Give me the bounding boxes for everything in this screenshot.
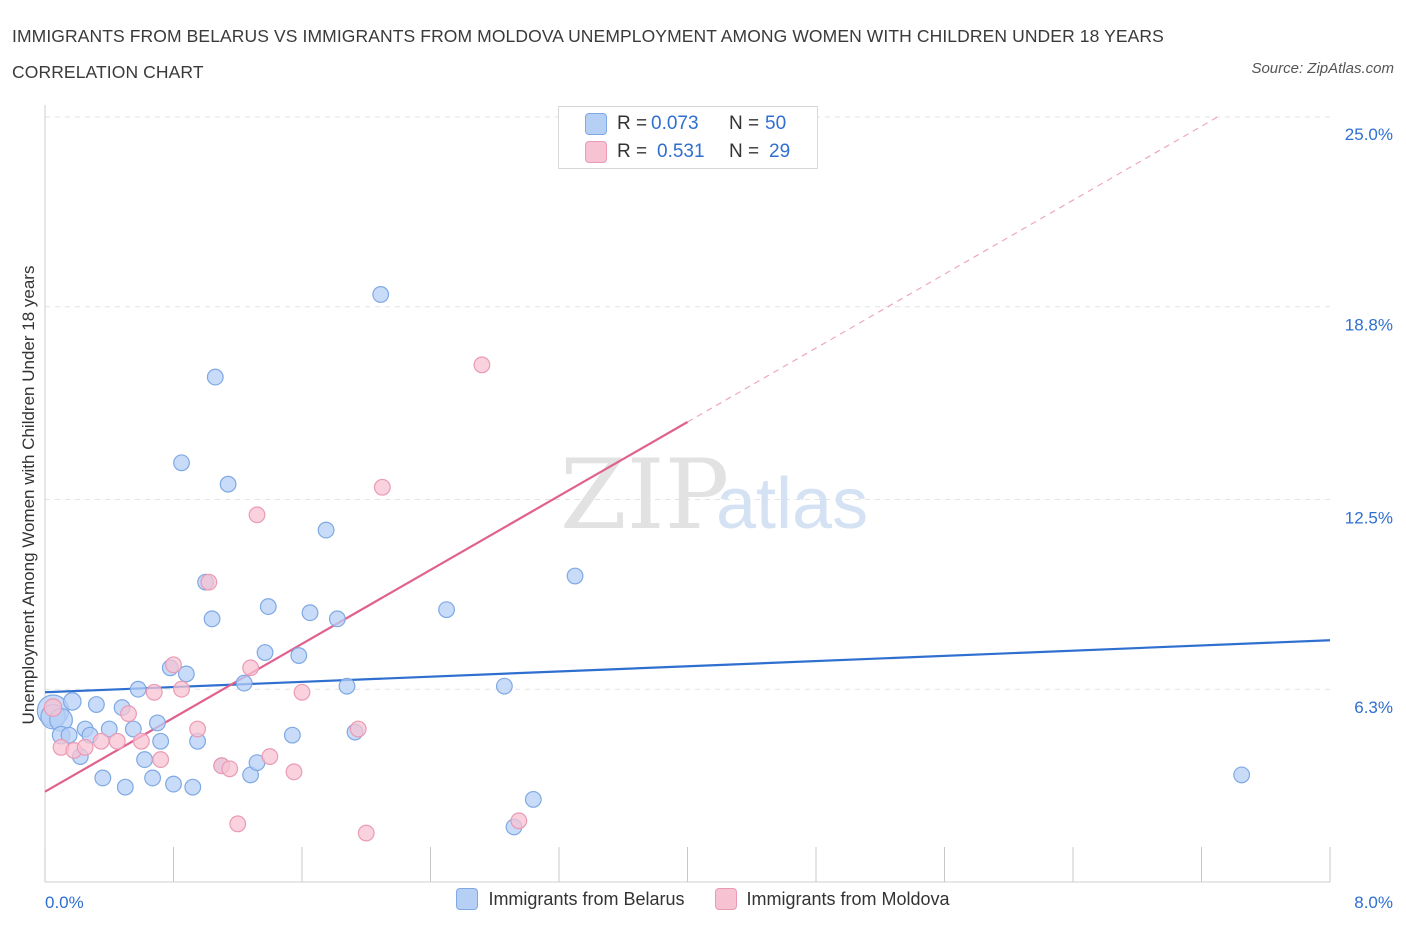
moldova-point	[76, 738, 94, 756]
x-tick-label: 0.0%	[45, 893, 84, 912]
axes	[44, 105, 1331, 883]
belarus-point	[259, 598, 277, 616]
moldova-point	[261, 748, 279, 765]
belarus-point	[149, 714, 166, 732]
belarus-point	[235, 674, 253, 692]
belarus-point	[438, 601, 455, 619]
belarus-point	[136, 751, 154, 769]
moldova-point	[357, 824, 375, 842]
data-points	[36, 123, 1251, 842]
belarus-point	[87, 696, 105, 713]
moldova-point	[349, 720, 367, 738]
belarus-point	[63, 692, 82, 711]
watermark-atlas: atlas	[716, 464, 868, 544]
belarus-r-label: R =	[617, 113, 648, 134]
moldova-swatch	[585, 141, 607, 163]
moldova-point	[132, 732, 150, 750]
y-tick-label: 6.3%	[1354, 698, 1393, 717]
trendlines	[44, 116, 1331, 793]
belarus-swatch	[585, 113, 607, 135]
belarus-point	[301, 604, 319, 622]
moldova-point	[152, 751, 170, 769]
moldova-point	[165, 656, 182, 674]
belarus-point	[1233, 766, 1251, 784]
grid-lines	[45, 116, 1330, 690]
moldova-point	[120, 705, 137, 723]
moldova-n-value: 29	[769, 141, 791, 162]
moldova-point	[473, 356, 491, 374]
belarus-point	[144, 769, 162, 787]
moldova-point	[189, 720, 207, 738]
moldova-point	[285, 763, 303, 781]
moldova-point	[373, 478, 391, 496]
trendline-moldova-dashed	[687, 116, 1218, 423]
moldova-point	[145, 683, 163, 701]
belarus-point	[338, 677, 356, 695]
bottom-legend: Immigrants from Belarus Immigrants from …	[0, 888, 1406, 910]
belarus-point	[328, 610, 346, 628]
stats-legend: R = 0.073 N = 50 R = 0.531 N = 29	[558, 106, 818, 169]
belarus-point	[129, 680, 147, 698]
moldova-point	[510, 812, 528, 830]
belarus-r-value: 0.073	[651, 113, 699, 134]
belarus-point	[124, 720, 142, 738]
belarus-point	[290, 647, 308, 664]
belarus-n-label: N =	[729, 113, 760, 134]
moldova-point	[92, 732, 110, 750]
belarus-point	[283, 726, 301, 744]
legend-item-belarus: Immigrants from Belarus	[456, 888, 685, 910]
watermark-zip: ZIP	[560, 439, 729, 551]
source-label: Source: ZipAtlas.com	[1251, 60, 1394, 77]
moldova-r-value: 0.531	[657, 141, 705, 162]
moldova-point	[221, 760, 239, 778]
watermark: ZIP atlas	[560, 439, 868, 551]
legend-moldova-swatch	[714, 888, 737, 910]
moldova-point	[108, 732, 126, 750]
belarus-point	[524, 790, 542, 808]
legend-item-moldova: Immigrants from Moldova	[714, 888, 950, 910]
belarus-point	[184, 778, 202, 796]
belarus-point	[372, 286, 390, 303]
y-tick-label: 12.5%	[1345, 509, 1393, 528]
belarus-point	[219, 475, 237, 493]
belarus-point	[116, 778, 134, 796]
belarus-n-value: 50	[765, 113, 787, 134]
legend-belarus-label: Immigrants from Belarus	[488, 888, 685, 909]
belarus-point	[566, 567, 584, 585]
moldova-point	[43, 698, 63, 717]
tick-labels: 6.3% 12.5% 18.8% 25.0% 0.0% 8.0%	[45, 125, 1393, 912]
belarus-point	[177, 665, 195, 683]
moldova-point	[242, 659, 260, 677]
belarus-point	[152, 732, 170, 750]
y-tick-label: 25.0%	[1345, 125, 1393, 144]
legend-moldova-label: Immigrants from Moldova	[746, 888, 950, 909]
moldova-point	[248, 506, 266, 524]
belarus-point	[165, 775, 182, 793]
belarus-point	[256, 644, 274, 661]
belarus-point	[495, 677, 513, 695]
trendline-belarus	[44, 639, 1331, 694]
y-axis-label: Unemployment Among Women with Children U…	[19, 265, 38, 725]
y-tick-label: 18.8%	[1345, 316, 1393, 335]
moldova-point	[173, 680, 190, 698]
x-tick-label: 8.0%	[1354, 893, 1393, 912]
belarus-point	[203, 610, 221, 628]
belarus-point	[317, 521, 335, 539]
legend-belarus-swatch	[456, 888, 479, 910]
moldova-point	[200, 573, 218, 591]
moldova-point	[229, 815, 247, 833]
belarus-point	[60, 726, 78, 744]
belarus-point	[173, 454, 190, 472]
moldova-r-label: R =	[617, 141, 648, 162]
chart-title: IMMIGRANTS FROM BELARUS VS IMMIGRANTS FR…	[12, 26, 1164, 82]
belarus-point	[100, 720, 118, 738]
moldova-n-label: N =	[729, 141, 760, 162]
moldova-point	[293, 683, 311, 701]
trendline-moldova-solid	[44, 421, 689, 793]
belarus-point	[206, 368, 224, 386]
belarus-point	[94, 769, 112, 787]
